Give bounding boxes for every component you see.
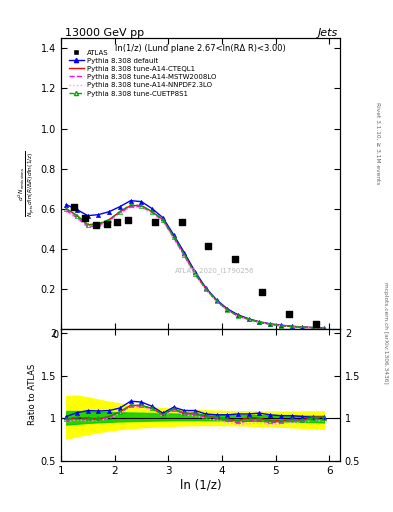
- Point: [259, 288, 265, 296]
- Point: [125, 216, 131, 224]
- Point: [82, 214, 88, 222]
- Point: [152, 218, 158, 226]
- Point: [93, 221, 99, 229]
- Point: [205, 242, 211, 250]
- Text: Rivet 3.1.10, ≥ 3.1M events: Rivet 3.1.10, ≥ 3.1M events: [375, 102, 380, 184]
- Legend: ATLAS, Pythia 8.308 default, Pythia 8.308 tune-A14-CTEQL1, Pythia 8.308 tune-A14: ATLAS, Pythia 8.308 default, Pythia 8.30…: [67, 48, 217, 98]
- Y-axis label: $\frac{d^2\,N_\mathrm{emissions}}{N_\mathrm{jets}\,d\ln(R/\Delta R)\,d\ln(1/z)}$: $\frac{d^2\,N_\mathrm{emissions}}{N_\mat…: [16, 151, 37, 217]
- Point: [178, 218, 185, 226]
- Point: [103, 220, 110, 228]
- Point: [232, 254, 239, 263]
- Point: [313, 319, 319, 328]
- Text: ln(1/z) (Lund plane 2.67<ln(RΔ R)<3.00): ln(1/z) (Lund plane 2.67<ln(RΔ R)<3.00): [115, 44, 286, 53]
- Point: [286, 310, 292, 318]
- Text: 0: 0: [52, 330, 58, 340]
- Text: mcplots.cern.ch [arXiv:1306.3436]: mcplots.cern.ch [arXiv:1306.3436]: [384, 282, 388, 383]
- X-axis label: ln (1/z): ln (1/z): [180, 478, 221, 492]
- Y-axis label: Ratio to ATLAS: Ratio to ATLAS: [28, 364, 37, 425]
- Text: 13000 GeV pp: 13000 GeV pp: [65, 28, 144, 38]
- Text: ATLAS_2020_I1790256: ATLAS_2020_I1790256: [174, 267, 254, 274]
- Text: Jets: Jets: [318, 28, 338, 38]
- Point: [114, 218, 120, 226]
- Point: [71, 203, 77, 211]
